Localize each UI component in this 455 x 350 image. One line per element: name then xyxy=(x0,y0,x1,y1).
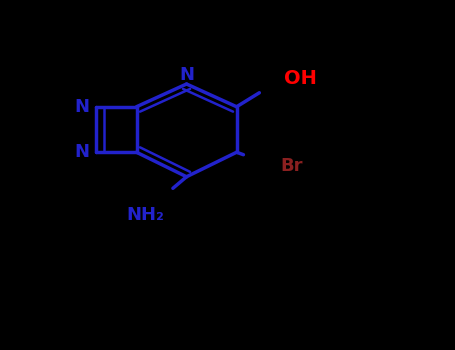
Text: N: N xyxy=(75,143,89,161)
Text: N: N xyxy=(179,66,194,84)
Text: N: N xyxy=(75,98,89,116)
Text: OH: OH xyxy=(284,69,317,88)
Text: NH₂: NH₂ xyxy=(126,206,165,224)
Text: Br: Br xyxy=(280,157,303,175)
